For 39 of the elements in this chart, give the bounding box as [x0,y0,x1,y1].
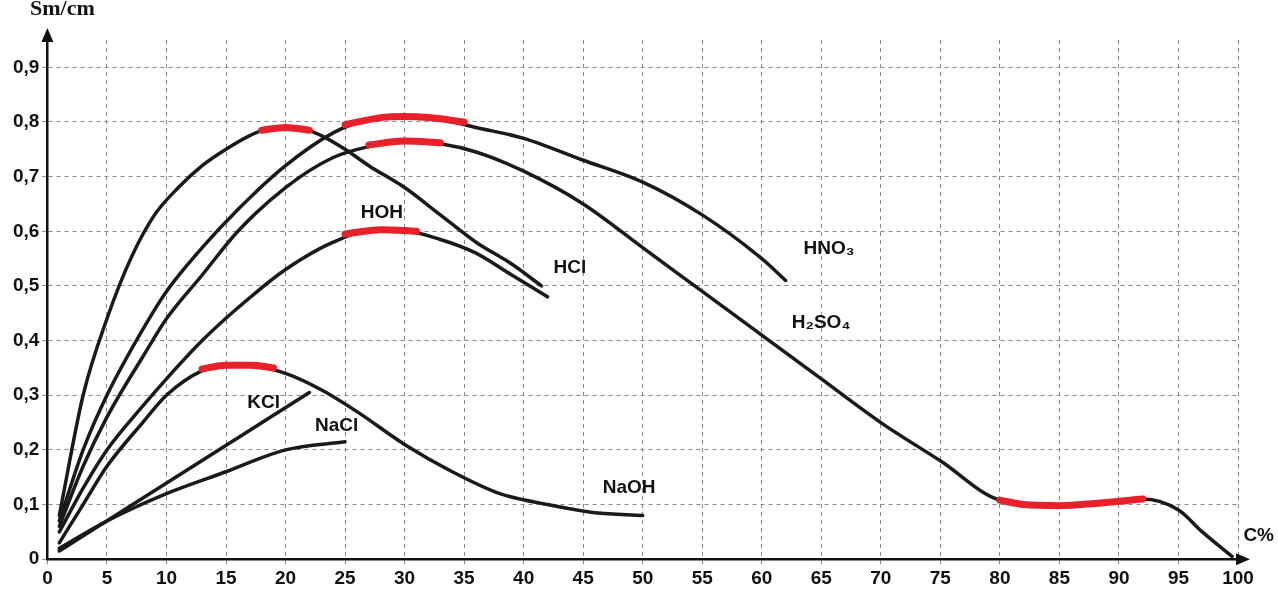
y-tick-label: 0,7 [12,164,40,186]
series-label: KCl [247,390,281,412]
x-tick-label: 75 [929,566,952,588]
series-label: NaOH [602,475,656,497]
x-tick-label: 95 [1167,566,1190,588]
series-label: NaCl [315,413,359,435]
series-label: HCl [553,256,587,278]
y-tick-label: 0,1 [12,492,40,514]
x-tick-label: 70 [870,566,892,588]
x-tick-label: 40 [513,566,535,588]
x-tick-label: 30 [394,566,416,588]
x-tick-label: 10 [155,566,178,588]
x-tick-label: 20 [274,566,297,588]
y-tick-label: 0,2 [12,438,40,460]
y-tick-label: 0,8 [12,110,40,132]
x-tick-label: 35 [453,566,476,588]
y-tick-label: 0,5 [12,274,40,296]
x-tick-label: 50 [632,566,654,588]
x-tick-label: 65 [810,566,833,588]
y-tick-label: 0,4 [12,328,40,350]
y-tick-label: 0 [28,547,40,569]
x-tick-label: 25 [334,566,357,588]
x-tick-label: 90 [1108,566,1130,588]
x-tick-label: 5 [101,566,113,588]
x-tick-label: 55 [691,566,714,588]
x-tick-label: 60 [751,566,773,588]
y-tick-label: 0,9 [12,55,40,77]
series-label: HNO₃ [803,236,855,258]
series-label: H₂SO₄ [791,311,851,333]
x-tick-label: 45 [572,566,595,588]
y-axis-title: Sm/cm [30,0,95,20]
x-tick-label: 80 [989,566,1011,588]
x-tick-label: 85 [1048,566,1071,588]
series-label: HOH [360,200,404,222]
x-axis-title: C% [1243,523,1275,545]
x-tick-label: 100 [1222,566,1254,588]
y-tick-label: 0,3 [12,383,40,405]
y-tick-label: 0,6 [12,219,40,241]
x-tick-label: 15 [215,566,237,588]
